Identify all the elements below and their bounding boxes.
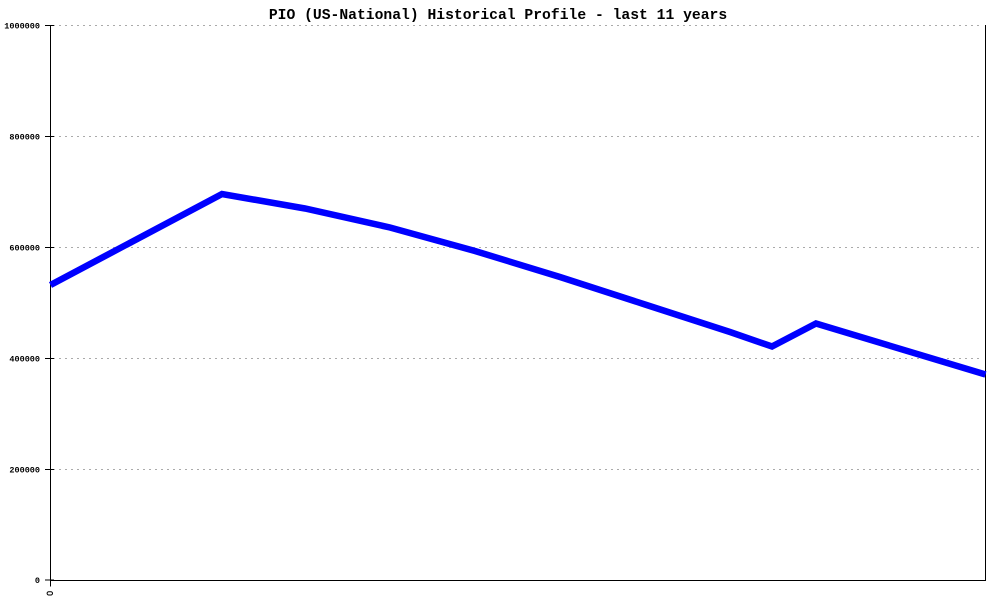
svg-text:800000: 800000: [9, 133, 40, 143]
svg-text:0: 0: [35, 576, 40, 586]
svg-text:1000000: 1000000: [4, 22, 40, 32]
svg-text:600000: 600000: [9, 244, 40, 254]
svg-text:400000: 400000: [9, 355, 40, 365]
svg-text:PIO (US-National) Historical P: PIO (US-National) Historical Profile - l…: [269, 8, 727, 24]
svg-text:200000: 200000: [9, 466, 40, 476]
